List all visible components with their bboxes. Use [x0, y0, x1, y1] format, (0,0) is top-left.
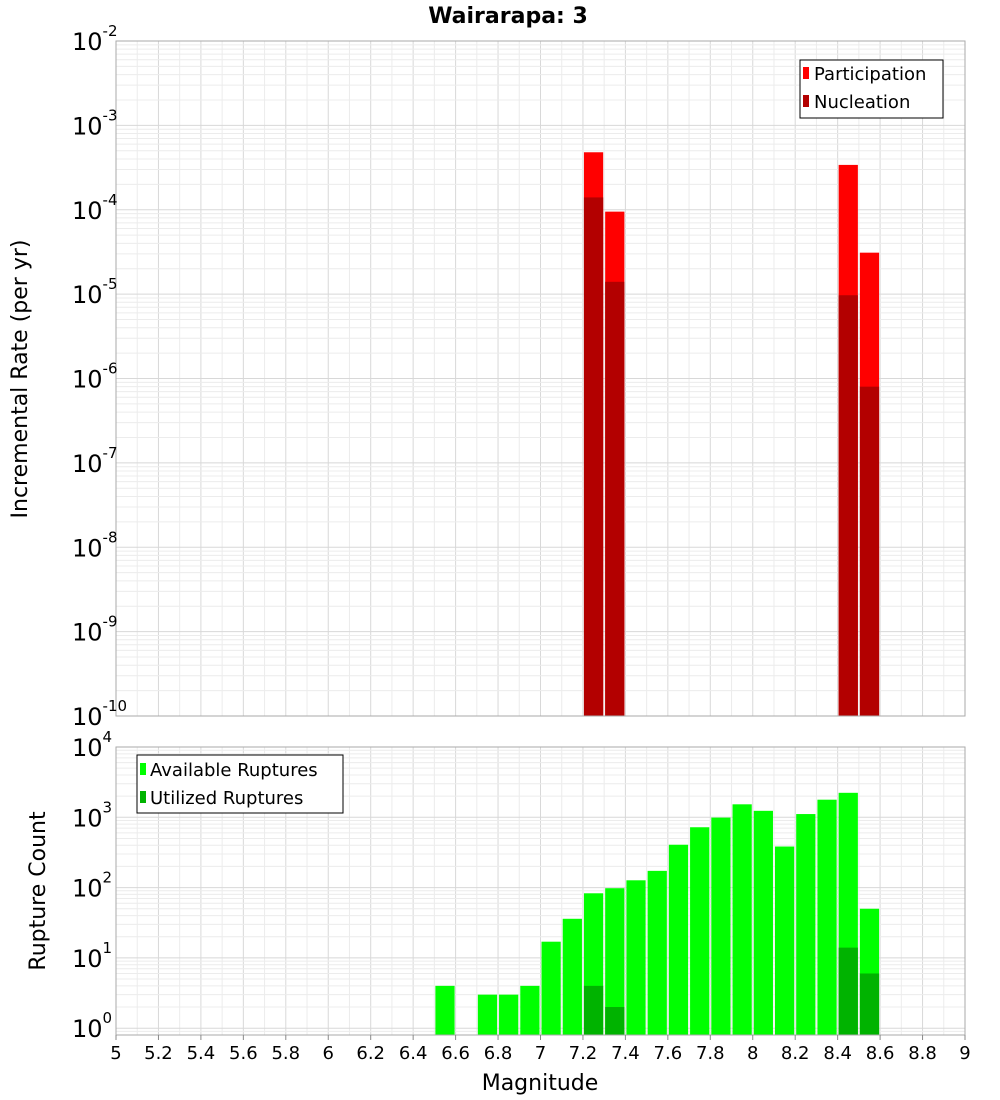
legend-label-participation: Participation: [814, 64, 926, 85]
x-tick-label: 7.2: [569, 1043, 598, 1064]
top-bars: [583, 152, 880, 717]
bar-nucleation: [838, 295, 858, 716]
y-tick-label: 10-6: [72, 360, 118, 394]
bar-available-ruptures: [520, 985, 540, 1035]
x-tick-label: 6.8: [484, 1043, 513, 1064]
legend-swatch-available: [140, 763, 146, 775]
bottom-y-tick-labels: 104 103 102 101 100: [72, 728, 112, 1043]
bar-available-ruptures: [435, 985, 455, 1035]
x-tick-label: 5.8: [271, 1043, 300, 1064]
x-tick-label: 6: [323, 1043, 334, 1064]
chart-title: Wairarapa: 3: [428, 4, 588, 29]
bottom-panel: 104 103 102 101 100 5 5.2 5.4 5.6 5.8 6 6.2 6.4 6.6 6…: [26, 728, 971, 1096]
x-tick-label: 5.6: [229, 1043, 258, 1064]
x-tick-label: 5.2: [144, 1043, 173, 1064]
bar-available-ruptures: [690, 827, 710, 1035]
top-panel: 10-2 10-3 10-4 10-5 10-6 10-7 10-8 10-9 10-10 In…: [8, 22, 966, 731]
x-tick-label: 7.4: [611, 1043, 640, 1064]
y-tick-label: 100: [72, 1009, 112, 1043]
legend-label-nucleation: Nucleation: [814, 92, 910, 113]
top-y-tick-labels: 10-2 10-3 10-4 10-5 10-6 10-7 10-8 10-9 10-10: [72, 22, 127, 731]
bar-available-ruptures: [626, 880, 646, 1035]
x-tick-label: 6.4: [399, 1043, 428, 1064]
bar-utilized-ruptures: [583, 985, 604, 1035]
x-tick-label: 7.8: [696, 1043, 725, 1064]
x-tick-label: 5.4: [187, 1043, 216, 1064]
y-tick-label: 10-10: [72, 697, 127, 731]
bar-available-ruptures: [605, 888, 625, 1035]
x-tick-label: 9: [959, 1043, 970, 1064]
bar-utilized-ruptures: [838, 947, 858, 1035]
y-tick-label: 10-5: [72, 275, 118, 309]
legend-label-utilized: Utilized Ruptures: [150, 788, 303, 809]
legend-swatch-utilized: [140, 791, 146, 803]
top-plot-border: [115, 40, 966, 717]
bar-available-ruptures: [711, 817, 731, 1035]
bar-nucleation: [605, 281, 625, 716]
x-tick-label: 8.6: [866, 1043, 895, 1064]
y-tick-label: 103: [72, 798, 112, 832]
y-tick-label: 10-2: [72, 22, 118, 56]
bar-available-ruptures: [774, 846, 795, 1035]
x-tick-label: 6.6: [441, 1043, 470, 1064]
x-tick-labels: 5 5.2 5.4 5.6 5.8 6 6.2 6.4 6.6 6.8 7 7.2 7.4 7.6 7.8 8…: [110, 1035, 971, 1064]
y-tick-label: 10-4: [72, 191, 118, 225]
x-tick-label: 8.2: [781, 1043, 810, 1064]
x-tick-label: 8.4: [823, 1043, 852, 1064]
bottom-y-axis-label: Rupture Count: [26, 811, 51, 971]
bar-available-ruptures: [668, 844, 689, 1035]
bar-available-ruptures: [817, 799, 837, 1035]
legend-swatch-nucleation: [803, 95, 809, 107]
bar-available-ruptures: [477, 994, 498, 1035]
x-tick-label: 7.6: [654, 1043, 683, 1064]
bar-available-ruptures: [499, 994, 519, 1035]
bar-nucleation: [859, 386, 880, 716]
bottom-legend: Available Ruptures Utilized Ruptures: [136, 754, 344, 814]
bar-available-ruptures: [753, 810, 773, 1035]
y-tick-label: 10-8: [72, 528, 118, 562]
x-tick-label: 8: [747, 1043, 758, 1064]
top-y-axis-label: Incremental Rate (per yr): [8, 240, 33, 519]
y-tick-label: 102: [72, 869, 112, 903]
bar-available-ruptures: [647, 870, 667, 1035]
legend-label-available: Available Ruptures: [150, 760, 318, 781]
bar-utilized-ruptures: [605, 1007, 625, 1035]
top-gridlines: [115, 41, 966, 717]
bar-nucleation: [583, 197, 604, 717]
x-tick-label: 7: [535, 1043, 546, 1064]
bottom-legend-box: [136, 754, 344, 814]
top-legend-box: [799, 59, 944, 119]
y-tick-label: 10-9: [72, 613, 118, 647]
bottom-bars: [435, 792, 880, 1035]
y-tick-label: 10-3: [72, 106, 118, 140]
x-tick-label: 6.2: [356, 1043, 385, 1064]
y-tick-label: 10-7: [72, 444, 118, 478]
x-tick-label: 5: [110, 1043, 121, 1064]
top-legend: Participation Nucleation: [799, 59, 944, 119]
bar-available-ruptures: [562, 918, 582, 1035]
bar-utilized-ruptures: [859, 973, 880, 1035]
x-tick-label: 8.8: [908, 1043, 937, 1064]
legend-swatch-participation: [803, 67, 809, 79]
bar-available-ruptures: [541, 941, 561, 1035]
bar-available-ruptures: [796, 814, 816, 1035]
bar-available-ruptures: [732, 804, 752, 1035]
x-axis-label: Magnitude: [482, 1071, 599, 1096]
y-tick-label: 101: [72, 939, 112, 973]
y-tick-label: 104: [72, 728, 112, 762]
